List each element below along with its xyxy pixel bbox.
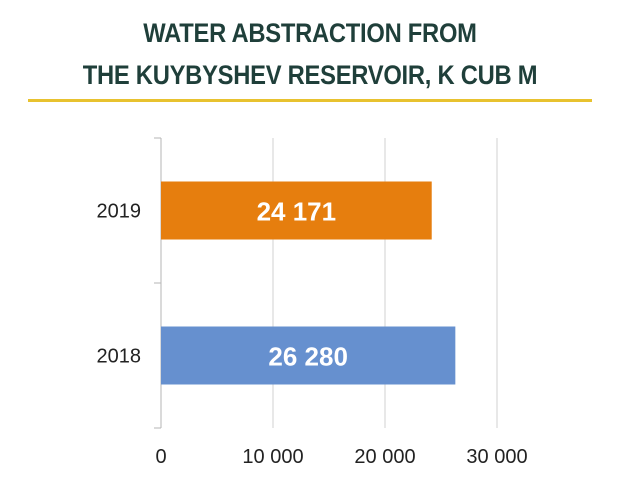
x-tick-label: 0 xyxy=(155,446,166,468)
category-label-2018: 2018 xyxy=(97,346,142,368)
title-underline xyxy=(28,99,592,102)
axes xyxy=(154,137,162,429)
labels: 0 10 000 20 000 30 000 2019 24 171 2018 26 280 xyxy=(97,197,528,469)
bar-2018 xyxy=(161,326,456,385)
x-tick-label: 20 000 xyxy=(354,446,415,468)
bar-2019 xyxy=(161,181,432,240)
x-tick-label: 10 000 xyxy=(242,446,303,468)
chart-title-line-1: WATER ABSTRACTION FROM xyxy=(143,18,477,48)
chart-title-line-2: THE KUYBYSHEV RESERVOIR, K CUB M xyxy=(82,60,538,90)
value-label-2019: 24 171 xyxy=(257,197,337,227)
x-tick-label: 30 000 xyxy=(466,446,527,468)
value-label-2018: 26 280 xyxy=(268,342,348,372)
chart-title: WATER ABSTRACTION FROM THE KUYBYSHEV RES… xyxy=(37,12,583,96)
category-label-2019: 2019 xyxy=(97,201,142,223)
bars xyxy=(161,181,456,385)
